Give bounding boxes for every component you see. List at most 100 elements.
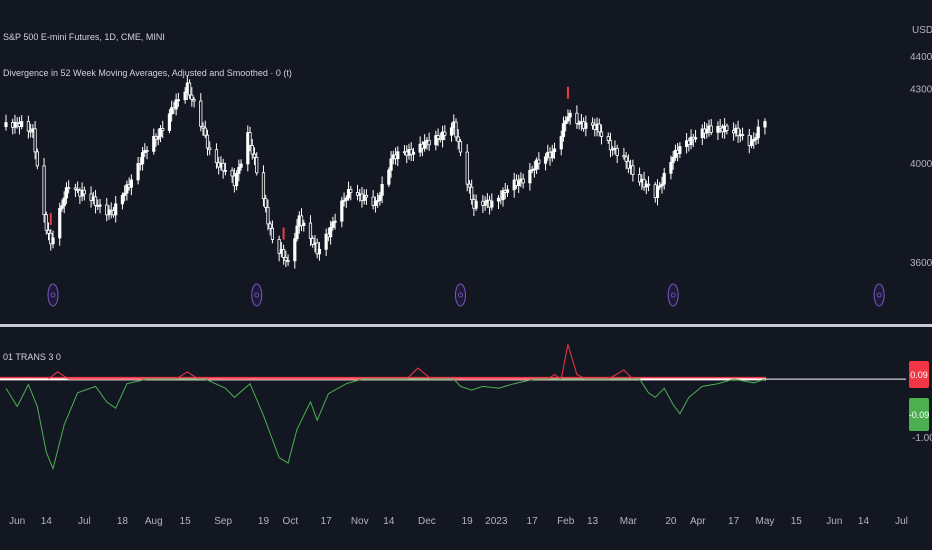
time-tick-label: 13 <box>587 516 599 527</box>
candle <box>237 159 241 182</box>
candle <box>396 146 400 167</box>
candle <box>252 147 257 166</box>
candle <box>622 147 626 160</box>
candle <box>302 219 306 232</box>
candle <box>660 176 664 194</box>
candle <box>470 179 474 205</box>
event-icon[interactable] <box>47 283 59 307</box>
time-axis[interactable]: Jun 14 Jul 18 Aug 15 Sep 19 Oct 17 Nov 14 Dec 19 2023 1… <box>9 516 908 527</box>
time-tick-label: 14 <box>858 516 870 527</box>
time-tick-label: 15 <box>180 516 192 527</box>
candle <box>387 167 391 188</box>
time-tick-label: 20 <box>665 516 677 527</box>
oscillator-pane[interactable] <box>0 344 906 471</box>
candle <box>176 92 180 107</box>
candle <box>552 142 557 159</box>
candle <box>689 129 693 150</box>
currency-label: USD <box>912 25 932 36</box>
candle <box>662 167 666 190</box>
candle <box>60 199 64 212</box>
candle <box>709 119 713 136</box>
candle <box>152 128 156 155</box>
candle <box>230 167 234 183</box>
candle <box>187 79 192 99</box>
candle <box>534 157 539 174</box>
time-tick-label: 17 <box>527 516 539 527</box>
candle <box>64 182 69 204</box>
candle <box>590 117 595 130</box>
candle <box>736 120 740 143</box>
candle <box>349 185 353 201</box>
candle <box>277 235 281 262</box>
events-layer[interactable] <box>47 283 885 307</box>
candle <box>246 125 250 172</box>
candle <box>33 121 37 160</box>
candle <box>261 165 266 207</box>
candle <box>564 116 568 132</box>
candle <box>550 144 554 162</box>
time-tick-label: Jun <box>826 516 842 527</box>
time-tick-label: 18 <box>117 516 129 527</box>
candle <box>170 100 174 122</box>
candle <box>597 118 601 137</box>
osc-badge-neg-label: -0.09 <box>909 410 930 420</box>
candle <box>517 174 521 193</box>
candle <box>120 192 125 210</box>
candle <box>543 153 548 171</box>
candle <box>584 115 588 137</box>
candle <box>268 221 272 236</box>
candle <box>718 118 722 134</box>
pane-divider[interactable] <box>0 324 932 327</box>
candle <box>73 183 78 197</box>
candle <box>646 176 651 192</box>
candle <box>58 202 62 246</box>
candle <box>373 196 378 213</box>
candle <box>239 159 243 171</box>
osc-badge-pos-label: 0.09 <box>910 370 928 380</box>
candle <box>93 189 98 214</box>
candle <box>190 87 194 107</box>
candle <box>490 193 494 211</box>
candle <box>223 162 228 176</box>
time-tick-label: Jul <box>78 516 91 527</box>
candle <box>752 132 756 149</box>
candle <box>42 157 46 223</box>
oscillator-axis[interactable]: 0.09 -0.09 -1.00 <box>909 361 932 444</box>
candle <box>631 159 635 182</box>
candle <box>483 196 487 211</box>
event-icon[interactable] <box>667 283 679 307</box>
candle <box>270 220 275 244</box>
signal-mark <box>49 213 52 226</box>
candle <box>114 195 118 223</box>
candle <box>208 141 212 156</box>
candle <box>250 139 254 160</box>
price-pane[interactable] <box>4 75 885 307</box>
candle <box>440 125 445 148</box>
candle <box>344 195 348 208</box>
osc-series-line <box>5 378 766 471</box>
candle <box>763 118 767 135</box>
candle <box>501 187 505 207</box>
candle <box>62 191 66 214</box>
candle <box>286 254 290 266</box>
time-tick-label: 14 <box>41 516 53 527</box>
event-icon[interactable] <box>873 283 885 307</box>
candle <box>577 120 581 130</box>
event-icon[interactable] <box>454 283 466 307</box>
candle <box>266 199 270 231</box>
indicator-title: Divergence in 52 Week Moving Averages, A… <box>3 68 292 78</box>
candle <box>644 180 648 195</box>
price-axis[interactable]: USD 4400.00 3600.00 4000.00 4300.00 <box>910 25 932 269</box>
price-tick-label: 3600.00 <box>910 258 932 269</box>
candle <box>13 114 17 134</box>
candle <box>248 126 252 152</box>
candle <box>521 173 525 189</box>
candle <box>568 109 572 125</box>
signal-mark <box>282 227 285 240</box>
candle <box>161 120 165 139</box>
price-tick-label: 4300.00 <box>910 85 932 96</box>
candle <box>376 192 380 208</box>
time-tick-label: 2023 <box>485 516 508 527</box>
event-icon[interactable] <box>251 283 263 307</box>
